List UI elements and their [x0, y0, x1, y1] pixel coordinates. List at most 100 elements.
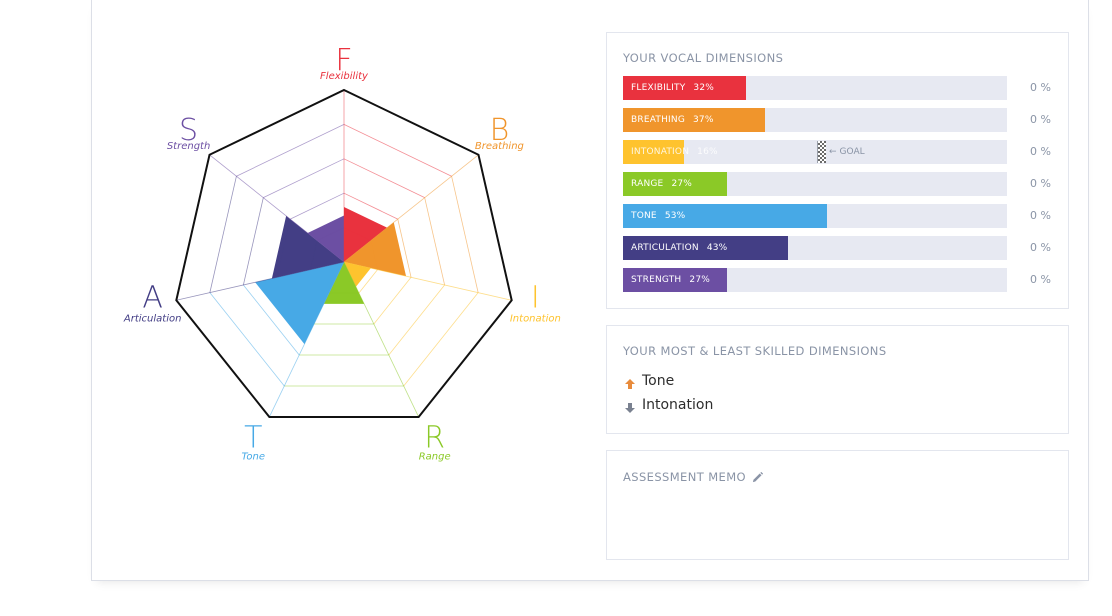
radar-name-intonation: Intonation [510, 313, 561, 324]
radar-grid-line [236, 124, 345, 177]
radar-sector-tone [255, 262, 344, 345]
bar-percent: 43% [706, 243, 728, 253]
bar-track: STRENGTH 27% [623, 268, 1007, 292]
bar-right-value: 0 % [1030, 241, 1051, 254]
bar-name: BREATHING [631, 115, 685, 125]
radar-grid-line [290, 192, 345, 220]
pencil-icon[interactable] [752, 471, 763, 483]
radar-grid-line [343, 227, 372, 241]
bar-track: FLEXIBILITY 32% [623, 76, 1007, 100]
bar-label: RANGE 27% [631, 172, 692, 196]
panel-title: YOUR VOCAL DIMENSIONS [623, 51, 784, 65]
dimension-bar-intonation: INTONATION 16% ← GOAL 0 % [623, 140, 1053, 164]
bar-fill [623, 108, 765, 132]
bar-fill [623, 268, 727, 292]
radar-grid-line [263, 158, 345, 199]
bar-right-value: 0 % [1030, 177, 1051, 190]
radar-spoke [343, 154, 479, 263]
bar-right-value: 0 % [1030, 81, 1051, 94]
memo-title: ASSESSMENT MEMO [623, 470, 746, 484]
bar-fill [623, 204, 827, 228]
bar-right-value: 0 % [1030, 113, 1051, 126]
goal-label: GOAL [839, 147, 865, 157]
radar-grid-line [343, 158, 425, 199]
bar-percent: 16% [697, 147, 718, 157]
arrow-left-icon: ← [829, 147, 837, 157]
radar-grid-line [209, 292, 285, 387]
radar-grid-line [424, 197, 446, 286]
radar-sector-articulation [271, 215, 344, 279]
radar-grid-line [370, 240, 378, 270]
radar-sector-breathing [344, 222, 407, 277]
bar-track: RANGE 27% [623, 172, 1007, 196]
bar-track: INTONATION 16% [623, 140, 1007, 164]
bar-right-value: 0 % [1030, 273, 1051, 286]
bar-fill [623, 140, 684, 164]
memo-title-row: ASSESSMENT MEMO [623, 470, 763, 484]
bar-name: RANGE [631, 179, 664, 189]
dimension-bar-tone: TONE 53% 0 % [623, 204, 1053, 228]
bar-label: BREATHING 37% [631, 108, 714, 132]
bar-name: FLEXIBILITY [631, 83, 686, 93]
goal-marker[interactable]: ← GOAL [817, 140, 865, 164]
radar-grid-line [276, 277, 315, 325]
bar-label: FLEXIBILITY 32% [631, 76, 714, 100]
radar-grid-line [403, 292, 479, 387]
radar-sector-flexibility [344, 206, 388, 262]
dimension-bar-range: RANGE 27% 0 % [623, 172, 1053, 196]
bar-right-value: 0 % [1030, 209, 1051, 222]
assessment-memo-panel: ASSESSMENT MEMO [606, 450, 1069, 560]
radar-grid-line [388, 284, 445, 356]
checkered-flag-icon [817, 141, 826, 163]
bar-name: STRENGTH [631, 275, 682, 285]
radar-spoke [269, 261, 345, 418]
radar-name-tone: Tone [242, 452, 265, 463]
bar-fill [623, 76, 746, 100]
radar-grid-line [343, 192, 398, 220]
radar-letter-range: R [424, 421, 445, 456]
least-skilled-label: Intonation [642, 397, 714, 413]
bar-label: ARTICULATION 43% [631, 236, 727, 260]
bar-track: ARTICULATION 43% [623, 236, 1007, 260]
radar-name-flexibility: Flexibility [320, 71, 369, 82]
least-skilled-item: Intonation [624, 397, 713, 413]
radar-name-range: Range [419, 452, 451, 463]
radar-name-breathing: Breathing [475, 141, 524, 152]
panel-title: YOUR MOST & LEAST SKILLED DIMENSIONS [623, 344, 887, 358]
radar-name-articulation: Articulation [123, 313, 182, 324]
radar-spoke [343, 261, 419, 418]
dimension-bar-articulation: ARTICULATION 43% 0 % [623, 236, 1053, 260]
dimension-bar-flexibility: FLEXIBILITY 32% 0 % [623, 76, 1053, 100]
radar-outline [175, 88, 513, 418]
radar-grid-line [310, 269, 330, 294]
bar-name: ARTICULATION [631, 243, 699, 253]
radar-grid-line [358, 269, 378, 294]
radar-grid-line [316, 227, 345, 241]
bar-percent: 53% [664, 211, 686, 221]
radar-grid-line [310, 240, 318, 270]
most-skilled-label: Tone [642, 373, 675, 389]
radar-spoke [176, 261, 345, 301]
dimension-bar-breathing: BREATHING 37% 0 % [623, 108, 1053, 132]
radar-grid-line [451, 176, 479, 293]
bar-label: TONE 53% [631, 204, 685, 228]
bar-label: INTONATION 16% [631, 140, 718, 164]
radar-grid-line [209, 176, 237, 293]
bar-percent: 27% [671, 179, 693, 189]
most-skilled-item: Tone [624, 373, 674, 389]
radar-spoke [343, 261, 512, 301]
radar-letter-flexibility: F [335, 43, 352, 78]
radar-sector-intonation [344, 262, 371, 287]
skilled-dimensions-panel: YOUR MOST & LEAST SKILLED DIMENSIONS Ton… [606, 325, 1069, 434]
radar-grid-line [276, 219, 291, 278]
radar-letter-tone: T [244, 421, 262, 456]
arrow-up-icon [625, 378, 635, 389]
radar-name-strength: Strength [167, 141, 210, 152]
radar-letter-strength: S [179, 113, 198, 148]
radar-grid-line [343, 124, 452, 177]
bar-track: BREATHING 37% [623, 108, 1007, 132]
bar-percent: 27% [689, 275, 711, 285]
arrow-down-icon [625, 402, 635, 413]
radar-letter-articulation: A [142, 280, 163, 315]
bar-percent: 32% [693, 83, 714, 93]
